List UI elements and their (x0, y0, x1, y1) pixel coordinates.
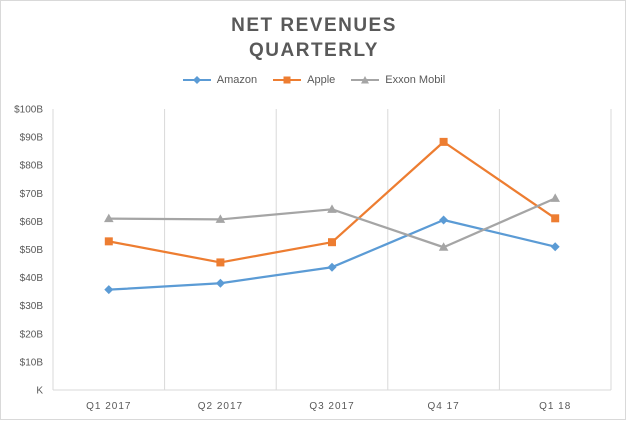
data-point-amazon (327, 262, 337, 272)
legend-label-amazon: Amazon (216, 74, 258, 86)
legend-swatch-apple (273, 74, 302, 86)
data-point-apple (551, 214, 560, 223)
y-tick-label: $40B (20, 273, 44, 284)
data-point-amazon (215, 278, 225, 288)
x-tick-label: Q1 18 (539, 401, 571, 412)
y-tick-label: $50B (20, 245, 44, 256)
y-tick-label: $10B (20, 357, 44, 368)
y-tick-label: $30B (20, 301, 44, 312)
data-point-amazon (439, 215, 449, 225)
y-tick-label: K (36, 386, 43, 397)
legend-swatch-amazon (182, 74, 211, 86)
data-point-exxon-mobil (104, 213, 114, 223)
y-tick-label: $60B (20, 217, 44, 228)
x-tick-label: Q2 2017 (198, 401, 243, 412)
data-point-apple (328, 238, 336, 247)
legend-item-exxon-mobil[interactable]: Exxon Mobil (351, 74, 445, 86)
legend-label-exxon-mobil: Exxon Mobil (385, 74, 446, 86)
legend-item-amazon[interactable]: Amazon (182, 74, 258, 86)
y-tick-label: $80B (20, 161, 44, 172)
data-point-exxon-mobil (550, 193, 560, 202)
data-point-exxon-mobil (327, 204, 337, 213)
x-tick-label: Q4 17 (427, 401, 459, 412)
legend-swatch-exxon-mobil (351, 74, 380, 86)
x-tick-label: Q3 2017 (309, 401, 354, 412)
data-point-apple (439, 137, 448, 146)
x-tick-label: Q1 2017 (86, 401, 131, 412)
legend-item-apple[interactable]: Apple (273, 74, 335, 86)
y-tick-label: $90B (20, 133, 44, 144)
data-point-exxon-mobil (215, 214, 226, 223)
data-point-apple (104, 237, 113, 246)
y-tick-label: $70B (20, 189, 44, 200)
legend-label-apple: Apple (307, 74, 336, 86)
data-point-amazon (550, 242, 560, 252)
chart-title: NET REVENUES QUARTERLY (1, 13, 626, 63)
data-point-exxon-mobil (438, 242, 449, 251)
data-point-apple (216, 258, 225, 267)
data-point-amazon (104, 285, 114, 295)
y-tick-label: $100B (14, 105, 43, 116)
y-tick-label: $20B (20, 329, 44, 340)
chart-title-line-2: QUARTERLY (249, 40, 379, 61)
chart-title-line-1: NET REVENUES (231, 15, 397, 36)
legend: Amazon Apple Exxon Mobil (1, 74, 626, 86)
